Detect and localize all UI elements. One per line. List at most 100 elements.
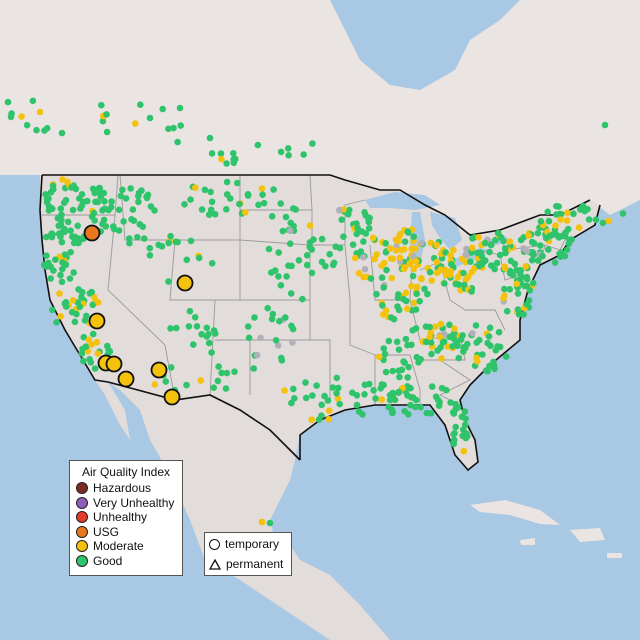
monitor-site (426, 268, 434, 276)
monitor-marker-los-angeles-2[interactable] (105, 355, 123, 373)
monitor-site (599, 219, 607, 227)
monitor-site (99, 117, 107, 125)
monitor-site (208, 198, 216, 206)
monitor-site (43, 124, 51, 132)
monitor-site (103, 128, 111, 136)
monitor-site (568, 236, 575, 243)
monitor-site (570, 210, 577, 218)
monitor-site (345, 211, 352, 218)
monitor-site (460, 447, 468, 455)
monitor-marker-central-oregon[interactable] (83, 224, 101, 242)
monitor-site (236, 200, 243, 208)
monitor-site (165, 278, 172, 285)
monitor-marker-central-california[interactable] (88, 312, 106, 330)
monitor-site (396, 373, 403, 381)
monitor-site (473, 354, 480, 362)
monitor-site (388, 274, 396, 282)
monitor-site (428, 383, 436, 390)
monitor-site (369, 234, 377, 242)
monitor-site (411, 245, 419, 253)
monitor-site (523, 282, 531, 290)
monitor-site (60, 199, 68, 207)
monitor-site (99, 220, 106, 228)
monitor-site (389, 367, 397, 375)
monitor-site (67, 227, 74, 234)
monitor-marker-central-arizona[interactable] (150, 361, 168, 379)
monitor-site (4, 98, 12, 106)
monitor-site (61, 251, 69, 258)
monitor-site (75, 286, 82, 293)
monitor-site (605, 217, 612, 225)
monitor-site (29, 97, 37, 105)
monitor-site (360, 238, 367, 245)
monitor-site (49, 306, 56, 314)
monitor-site (386, 245, 394, 252)
monitor-site (324, 397, 332, 404)
monitor-site (428, 277, 436, 284)
monitor-site (108, 198, 115, 205)
monitor-site (404, 392, 411, 399)
monitor-site (270, 186, 277, 193)
monitor-site (455, 281, 463, 288)
monitor-site (162, 378, 170, 385)
monitor-site (115, 227, 123, 234)
monitor-site (451, 325, 458, 333)
monitor-site (392, 247, 400, 254)
monitor-site (492, 347, 500, 354)
moderate-swatch (76, 540, 88, 553)
monitor-site (66, 275, 74, 282)
jamaica (520, 538, 535, 545)
monitor-site (74, 235, 81, 242)
monitor-site (132, 120, 139, 127)
monitor-site (126, 235, 133, 242)
monitor-site (495, 328, 503, 336)
monitor-site (365, 225, 373, 232)
aqi-legend: Air Quality Index Hazardous Very Unhealt… (69, 460, 183, 576)
monitor-site (289, 339, 296, 346)
monitor-site (47, 275, 54, 282)
monitor-marker-northern-utah[interactable] (176, 274, 194, 292)
monitor-marker-southern-arizona[interactable] (163, 388, 181, 406)
monitor-site (100, 189, 108, 197)
monitor-site (87, 359, 95, 366)
monitor-site (395, 346, 403, 354)
monitor-site (433, 241, 441, 249)
monitor-site (117, 192, 125, 200)
monitor-site (71, 318, 79, 326)
monitor-site (325, 407, 333, 415)
monitor-site (410, 265, 418, 273)
monitor-site (59, 176, 66, 183)
monitor-site (336, 206, 343, 214)
monitor-site (490, 363, 497, 370)
monitor-site (187, 196, 194, 203)
monitor-site (546, 232, 553, 240)
monitor-site (207, 188, 214, 196)
monitor-site (436, 333, 444, 341)
monitor-site (244, 323, 252, 330)
monitor-site (431, 323, 439, 331)
monitor-site (552, 222, 559, 229)
monitor-site (428, 350, 435, 358)
monitor-site (405, 363, 412, 371)
monitor-site (208, 260, 216, 267)
monitor-marker-riverside[interactable] (117, 370, 135, 388)
monitor-site (373, 290, 380, 298)
monitor-site (460, 269, 467, 277)
monitor-site (309, 392, 316, 399)
monitor-site (277, 148, 285, 156)
monitor-site (537, 242, 544, 249)
monitor-site (89, 330, 97, 338)
monitor-site (438, 355, 445, 362)
monitor-site (437, 320, 445, 328)
circle-icon (209, 538, 220, 550)
monitor-site (469, 330, 476, 337)
monitor-site (210, 384, 217, 392)
monitor-site (462, 251, 470, 258)
monitor-site (258, 518, 266, 526)
monitor-site (283, 273, 290, 280)
monitor-site (271, 267, 279, 274)
monitor-site (299, 295, 306, 303)
monitor-site (201, 186, 209, 194)
monitor-site (506, 238, 513, 245)
monitor-site (333, 390, 340, 397)
